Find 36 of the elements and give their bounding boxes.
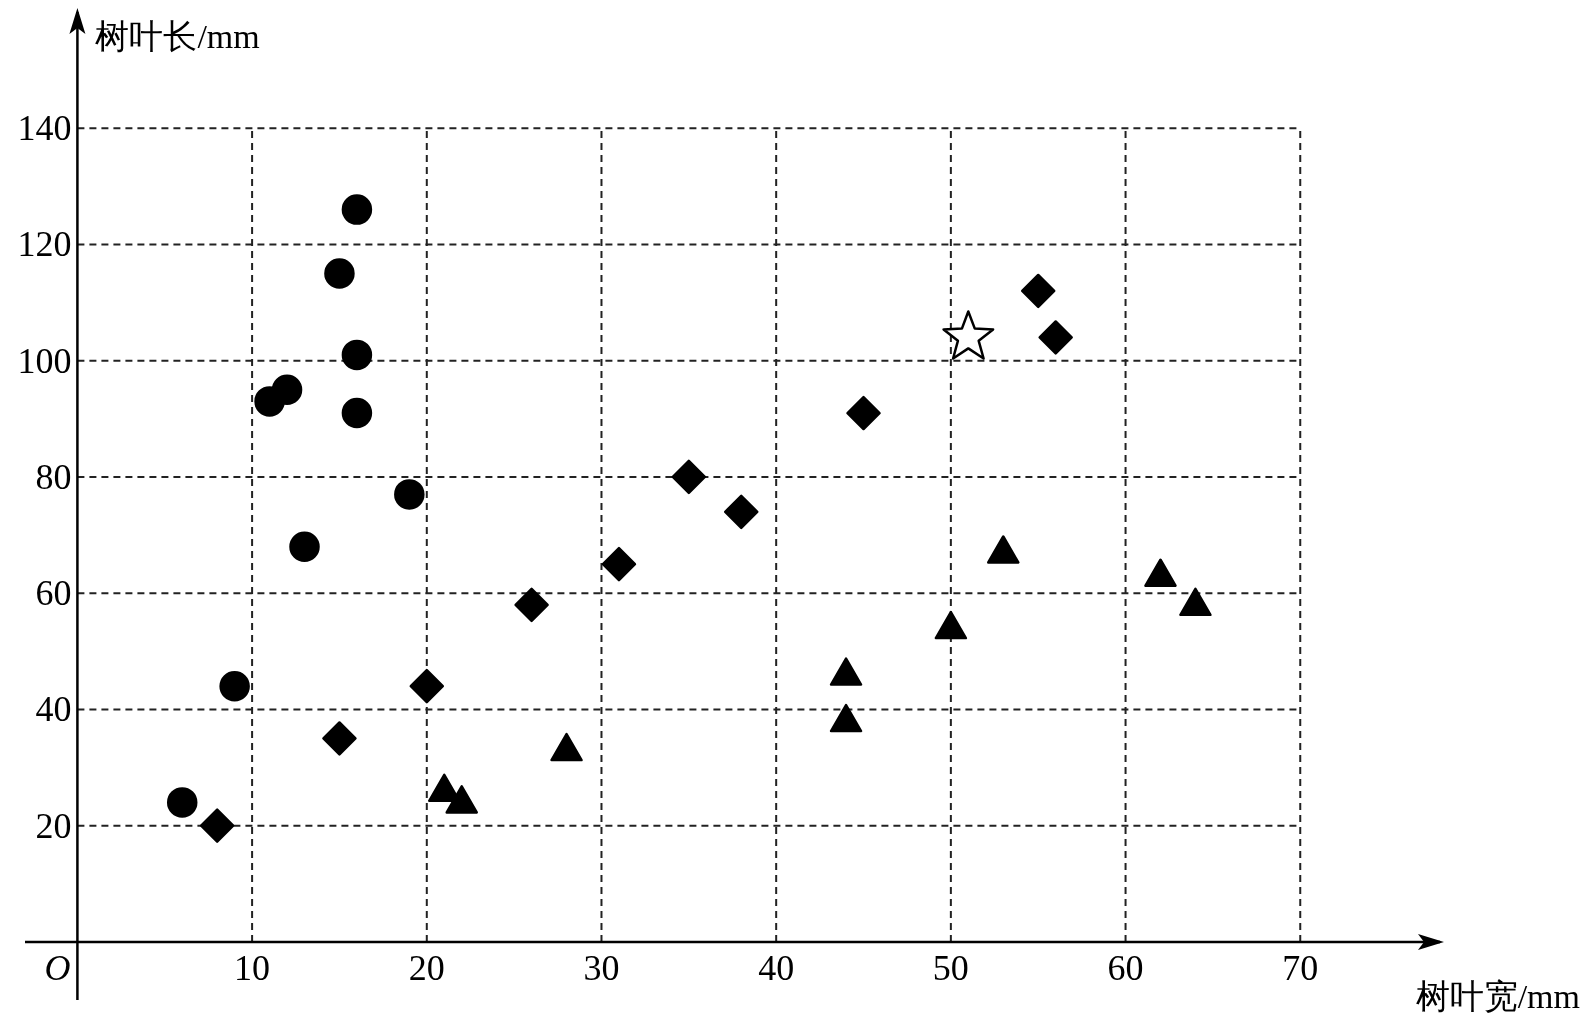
point	[1020, 273, 1056, 309]
point	[1038, 320, 1073, 355]
point	[271, 374, 303, 405]
point	[394, 479, 425, 510]
x-tick-label: O	[44, 947, 71, 988]
x-tick-label: 20	[408, 947, 445, 988]
y-axis-title: 树叶长/mm	[95, 18, 260, 55]
point	[409, 668, 445, 704]
y-tick-label: 60	[35, 573, 72, 614]
y-tick-label: 120	[17, 224, 72, 265]
point	[341, 339, 373, 371]
x-tick-label: 30	[583, 947, 620, 988]
point	[322, 721, 357, 756]
y-tick-label: 100	[17, 340, 72, 381]
y-tick-label: 20	[35, 805, 72, 846]
point	[289, 531, 320, 562]
point	[199, 808, 235, 843]
x-tick-label: 60	[1107, 947, 1144, 988]
point	[671, 459, 707, 495]
point	[219, 670, 250, 702]
x-tick-label: 10	[234, 947, 271, 988]
point	[601, 546, 637, 582]
y-tick-label: 40	[35, 689, 72, 730]
point	[723, 494, 759, 530]
x-tick-label: 70	[1282, 947, 1319, 988]
point	[846, 395, 881, 431]
point	[341, 397, 373, 429]
y-tick-label: 140	[17, 108, 72, 149]
y-tick-label: 80	[35, 456, 72, 497]
point	[341, 194, 373, 225]
point	[324, 258, 355, 289]
x-tick-label: 50	[932, 947, 969, 988]
point	[166, 787, 198, 818]
x-tick-label: 40	[758, 947, 795, 988]
x-axis-title: 树叶宽/mm	[1415, 978, 1580, 1015]
point	[514, 587, 549, 623]
